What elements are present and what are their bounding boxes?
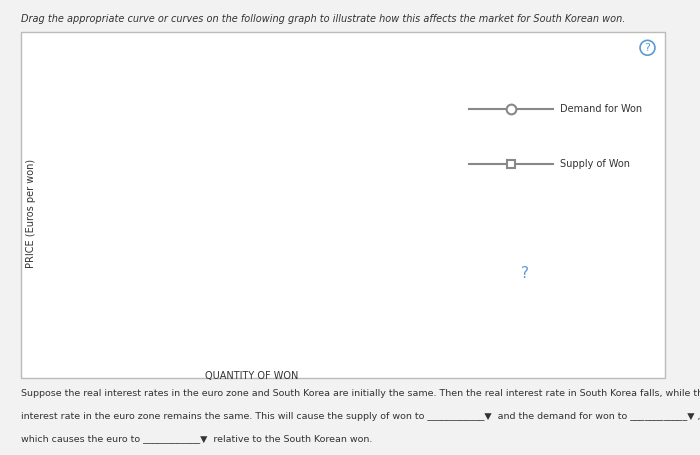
Text: which causes the euro to ____________▼  relative to the South Korean won.: which causes the euro to ____________▼ r…: [21, 435, 372, 444]
Text: Supply of Won: Supply of Won: [234, 147, 304, 157]
Text: Supply of Won: Supply of Won: [560, 159, 630, 169]
Text: QUANTITY OF WON: QUANTITY OF WON: [205, 371, 299, 381]
Text: ?: ?: [521, 266, 529, 280]
Text: Demand for Won: Demand for Won: [560, 104, 642, 114]
Text: Drag the appropriate curve or curves on the following graph to illustrate how th: Drag the appropriate curve or curves on …: [21, 14, 625, 24]
Text: PRICE (Euros per won): PRICE (Euros per won): [27, 159, 36, 268]
Text: ?: ?: [645, 43, 650, 53]
Text: interest rate in the euro zone remains the same. This will cause the supply of w: interest rate in the euro zone remains t…: [21, 412, 700, 421]
Text: Demand for Won: Demand for Won: [197, 265, 279, 275]
Text: Suppose the real interest rates in the euro zone and South Korea are initially t: Suppose the real interest rates in the e…: [21, 389, 700, 398]
